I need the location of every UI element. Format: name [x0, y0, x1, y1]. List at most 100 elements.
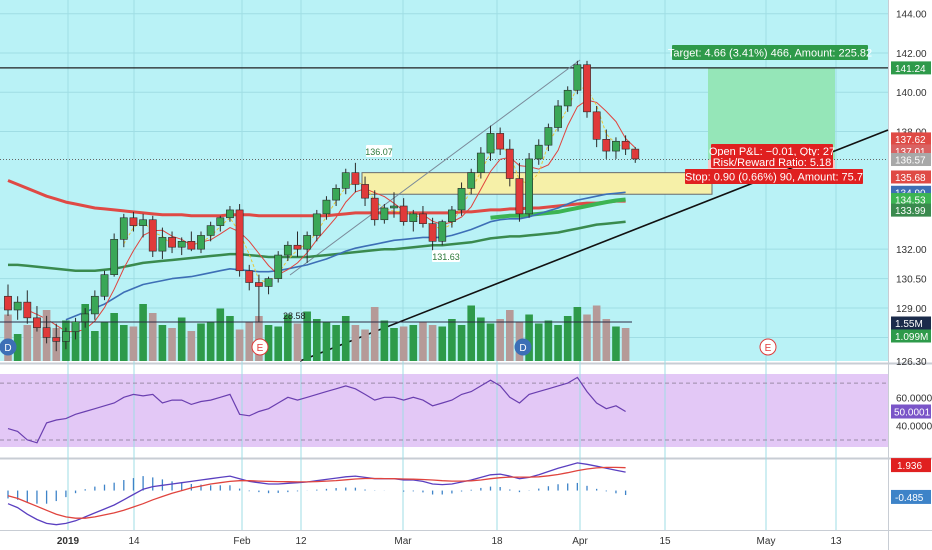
moving-average-3	[65, 191, 626, 321]
ratio-label[interactable]: Risk/Reward Ratio: 5.18	[711, 156, 833, 169]
volume-bar	[621, 328, 630, 361]
candle[interactable]	[129, 211, 138, 232]
candle[interactable]	[197, 231, 205, 254]
candle[interactable]	[148, 215, 157, 258]
volume-bar	[341, 316, 350, 361]
candle[interactable]	[235, 204, 244, 277]
candle[interactable]	[177, 237, 186, 256]
candle[interactable]	[583, 60, 591, 118]
event-circle	[251, 338, 269, 356]
candle[interactable]	[168, 231, 176, 254]
candle[interactable]	[119, 213, 128, 248]
candle[interactable]	[322, 196, 331, 220]
candle[interactable]	[496, 127, 505, 155]
volume-bar	[361, 329, 369, 361]
candle-body	[71, 321, 80, 332]
candle[interactable]	[515, 162, 524, 222]
macd-pane[interactable]	[0, 459, 888, 530]
candle[interactable]	[42, 315, 51, 344]
candle[interactable]	[332, 184, 340, 207]
candle[interactable]	[467, 168, 476, 195]
candle[interactable]	[438, 219, 447, 246]
candle[interactable]	[602, 129, 611, 159]
candle[interactable]	[216, 215, 225, 232]
candle[interactable]	[631, 147, 640, 163]
pnl-label[interactable]: Open P&L: −0.01, Qty: 27	[709, 144, 835, 158]
volume-bar	[148, 313, 157, 361]
candle[interactable]	[81, 308, 90, 328]
candle[interactable]	[283, 241, 292, 261]
candle[interactable]	[612, 137, 620, 159]
time-tick-label: 18	[491, 536, 503, 547]
candle[interactable]	[380, 204, 389, 224]
candle[interactable]	[293, 231, 302, 258]
candle[interactable]	[255, 274, 263, 322]
target-label[interactable]: Target: 4.66 (3.41%) 466, Amount: 225.82	[668, 45, 872, 60]
low-marker[interactable]: 131.63	[432, 250, 460, 262]
candle[interactable]	[370, 190, 379, 226]
candle[interactable]	[187, 231, 196, 252]
candle[interactable]	[110, 233, 119, 277]
candle[interactable]	[525, 153, 533, 218]
stop-label[interactable]: Stop: 0.90 (0.66%) 90, Amount: 75.7	[685, 169, 863, 184]
candle[interactable]	[33, 306, 41, 332]
candle[interactable]	[447, 206, 456, 228]
candle[interactable]	[534, 139, 543, 165]
volume-bar	[370, 307, 379, 361]
candle[interactable]	[457, 182, 466, 216]
candle[interactable]	[505, 139, 514, 187]
candle[interactable]	[361, 176, 369, 207]
volume-bar	[81, 304, 89, 361]
candle[interactable]	[303, 231, 312, 263]
volume-bar	[264, 325, 273, 361]
event-marker[interactable]: E	[251, 338, 269, 356]
candle[interactable]	[158, 227, 167, 259]
candle[interactable]	[4, 284, 12, 316]
candle-body	[168, 237, 176, 248]
high-marker[interactable]: 136.07	[365, 145, 393, 157]
candle[interactable]	[563, 86, 572, 112]
candle[interactable]	[592, 105, 601, 148]
candle[interactable]	[23, 290, 32, 324]
candle[interactable]	[351, 162, 360, 193]
volume-bar	[158, 325, 167, 361]
support-rectangle[interactable]	[361, 172, 713, 195]
candle[interactable]	[554, 100, 562, 132]
candle[interactable]	[139, 213, 147, 238]
candle[interactable]	[100, 270, 109, 301]
candle[interactable]	[409, 209, 418, 232]
candle[interactable]	[90, 290, 99, 320]
candle[interactable]	[341, 168, 350, 195]
event-marker[interactable]: E	[759, 338, 777, 356]
candle[interactable]	[390, 192, 398, 218]
candle-body	[322, 199, 331, 215]
candle[interactable]	[61, 327, 70, 350]
candle[interactable]	[486, 125, 495, 161]
event-marker[interactable]: D	[0, 338, 17, 356]
candle[interactable]	[476, 147, 485, 179]
price-tag: 141.24	[891, 61, 931, 75]
candle[interactable]	[419, 206, 427, 228]
candle[interactable]	[245, 264, 254, 291]
candle[interactable]	[274, 251, 283, 283]
ratio-label-text: Risk/Reward Ratio: 5.18	[713, 157, 832, 169]
event-circle	[0, 338, 17, 356]
trend-line-channel[interactable]	[289, 59, 581, 276]
candle[interactable]	[264, 276, 273, 295]
event-marker[interactable]: D	[514, 338, 532, 356]
candle[interactable]	[621, 135, 630, 155]
volume-bar	[486, 323, 495, 361]
volume-bar	[332, 325, 340, 361]
candle[interactable]	[399, 198, 408, 226]
low-marker-bg	[432, 250, 460, 262]
candle[interactable]	[544, 123, 553, 152]
candle[interactable]	[13, 296, 22, 320]
candle[interactable]	[206, 221, 215, 242]
candle[interactable]	[573, 60, 582, 95]
candle[interactable]	[226, 206, 234, 222]
candle-body	[515, 178, 524, 215]
candle[interactable]	[52, 323, 61, 352]
candle[interactable]	[71, 317, 80, 340]
candle[interactable]	[312, 209, 321, 242]
